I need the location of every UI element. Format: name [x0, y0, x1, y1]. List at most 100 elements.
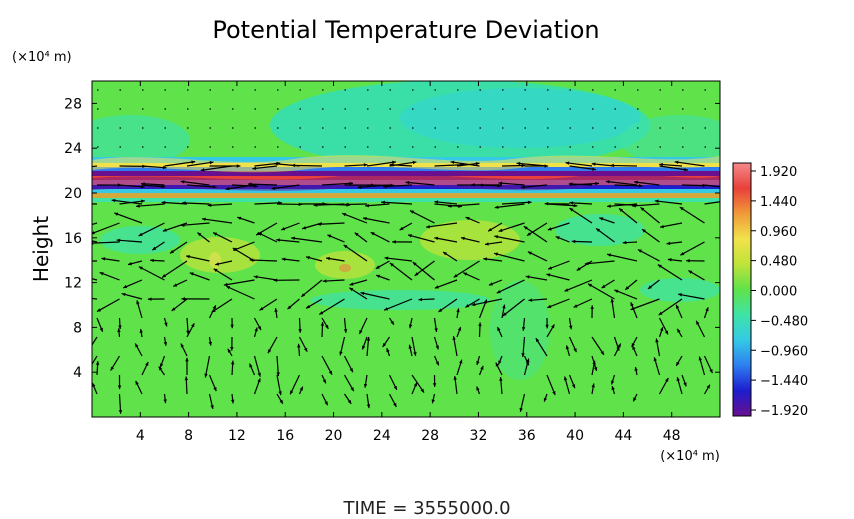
- vector-arrowhead: [213, 387, 217, 392]
- vector-arrowhead: [633, 397, 637, 402]
- vector-arrowhead: [370, 232, 375, 236]
- vector-arrowhead: [186, 330, 190, 335]
- vector-arrow: [605, 180, 638, 186]
- vector-arrowhead: [291, 236, 296, 241]
- vector-arrowhead: [200, 168, 205, 172]
- vector-arrow: [520, 184, 548, 189]
- vector-arrowhead: [434, 200, 439, 204]
- vector-arrowhead: [181, 297, 186, 301]
- vector-arrowhead: [526, 358, 530, 363]
- vector-arrow: [434, 164, 465, 167]
- vector-arrowhead: [162, 165, 167, 170]
- vector-arrowhead: [478, 322, 482, 327]
- vector-arrow: [564, 279, 593, 292]
- vector-arrowhead: [420, 388, 424, 393]
- vector-arrowhead: [162, 274, 167, 278]
- vector-arrow: [92, 222, 120, 235]
- y-axis-label: Height: [29, 216, 53, 282]
- vector-arrowhead: [431, 399, 435, 404]
- vector-arrowhead: [547, 304, 552, 308]
- vector-arrowhead: [605, 180, 610, 184]
- vector-arrow: [547, 222, 570, 231]
- vector-arrowhead: [705, 307, 709, 312]
- vector-arrow: [658, 298, 683, 316]
- colorbar-label: −0.480: [760, 314, 808, 329]
- vector-arrowhead: [362, 216, 367, 221]
- vector-arrowhead: [257, 372, 261, 377]
- vector-arrowhead: [526, 232, 531, 236]
- vector-arrowhead: [413, 382, 417, 387]
- vector-arrowhead: [390, 320, 394, 325]
- vector-arrowhead: [74, 202, 78, 205]
- vector-arrowhead: [596, 228, 601, 232]
- vector-arrow: [657, 264, 683, 281]
- vector-arrowhead: [259, 307, 264, 311]
- vector-arrowhead: [640, 207, 645, 211]
- vector-arrowhead: [215, 262, 220, 266]
- vector-arrowhead: [593, 366, 598, 371]
- vector-arrow: [632, 203, 660, 207]
- vector-arrowhead: [226, 286, 231, 290]
- vector-arrow: [412, 261, 435, 281]
- vector-arrow: [362, 217, 390, 224]
- y-tick-label: 16: [64, 231, 82, 247]
- x-tick-label: 32: [470, 428, 488, 444]
- vector-arrowhead: [317, 222, 321, 226]
- vector-arrowhead: [347, 399, 352, 404]
- vector-arrowhead: [92, 231, 95, 235]
- vector-arrow: [204, 355, 211, 378]
- vector-arrowhead: [362, 345, 366, 350]
- vector-arrowhead: [273, 278, 278, 283]
- vector-arrowhead: [208, 341, 213, 346]
- vector-arrowhead: [465, 216, 470, 221]
- vector-arrow: [92, 203, 98, 205]
- vector-arrowhead: [546, 273, 551, 277]
- vector-arrow: [186, 161, 214, 167]
- x-axis: 4 8 12 16 20 24 28 32 36 40 44 48: [136, 81, 681, 444]
- vector-arrow: [247, 183, 278, 186]
- vector-arrowhead: [170, 249, 174, 254]
- vector-arrowhead: [407, 234, 412, 238]
- vector-arrowhead: [118, 410, 123, 414]
- vector-arrowhead: [432, 383, 437, 387]
- vector-arrowhead: [191, 323, 195, 328]
- vector-arrowhead: [180, 180, 185, 184]
- vector-field: [74, 89, 720, 414]
- vector-arrowhead: [384, 307, 389, 311]
- vector-arrowhead: [92, 382, 96, 387]
- vector-arrowhead: [392, 160, 396, 165]
- vector-arrowhead: [249, 258, 254, 262]
- vector-arrow: [138, 222, 165, 237]
- vector-arrowhead: [158, 366, 163, 371]
- vector-arrowhead: [460, 236, 465, 241]
- vector-arrowhead: [82, 259, 86, 262]
- vector-arrowhead: [617, 343, 621, 348]
- vector-arrow: [679, 206, 705, 224]
- heatmap-field: [74, 81, 720, 417]
- vector-arrow: [547, 260, 570, 270]
- vector-arrowhead: [706, 384, 710, 389]
- vector-arrowhead: [201, 217, 206, 222]
- vector-arrowhead: [495, 362, 499, 367]
- vector-arrow: [610, 164, 638, 167]
- vector-arrow: [92, 165, 98, 168]
- vector-arrowhead: [551, 324, 555, 329]
- vector-arrowhead: [182, 201, 186, 205]
- vector-arrowhead: [459, 359, 463, 364]
- vector-arrowhead: [357, 185, 362, 189]
- vector-arrow: [389, 164, 413, 167]
- colorbar-label: 0.960: [760, 225, 797, 240]
- vector-arrow: [232, 247, 255, 262]
- y-tick-label: 28: [64, 96, 82, 112]
- vector-arrowhead: [128, 261, 132, 266]
- vector-arrowhead: [184, 376, 189, 381]
- vector-arrowhead: [399, 226, 404, 231]
- vector-arrow: [659, 222, 683, 228]
- vector-arrowhead: [359, 329, 363, 334]
- vector-arrowhead: [349, 282, 354, 286]
- vector-arrowhead: [676, 377, 680, 382]
- vector-arrowhead: [135, 343, 139, 348]
- y-tick-label: 24: [64, 141, 82, 157]
- vector-arrow: [438, 298, 458, 313]
